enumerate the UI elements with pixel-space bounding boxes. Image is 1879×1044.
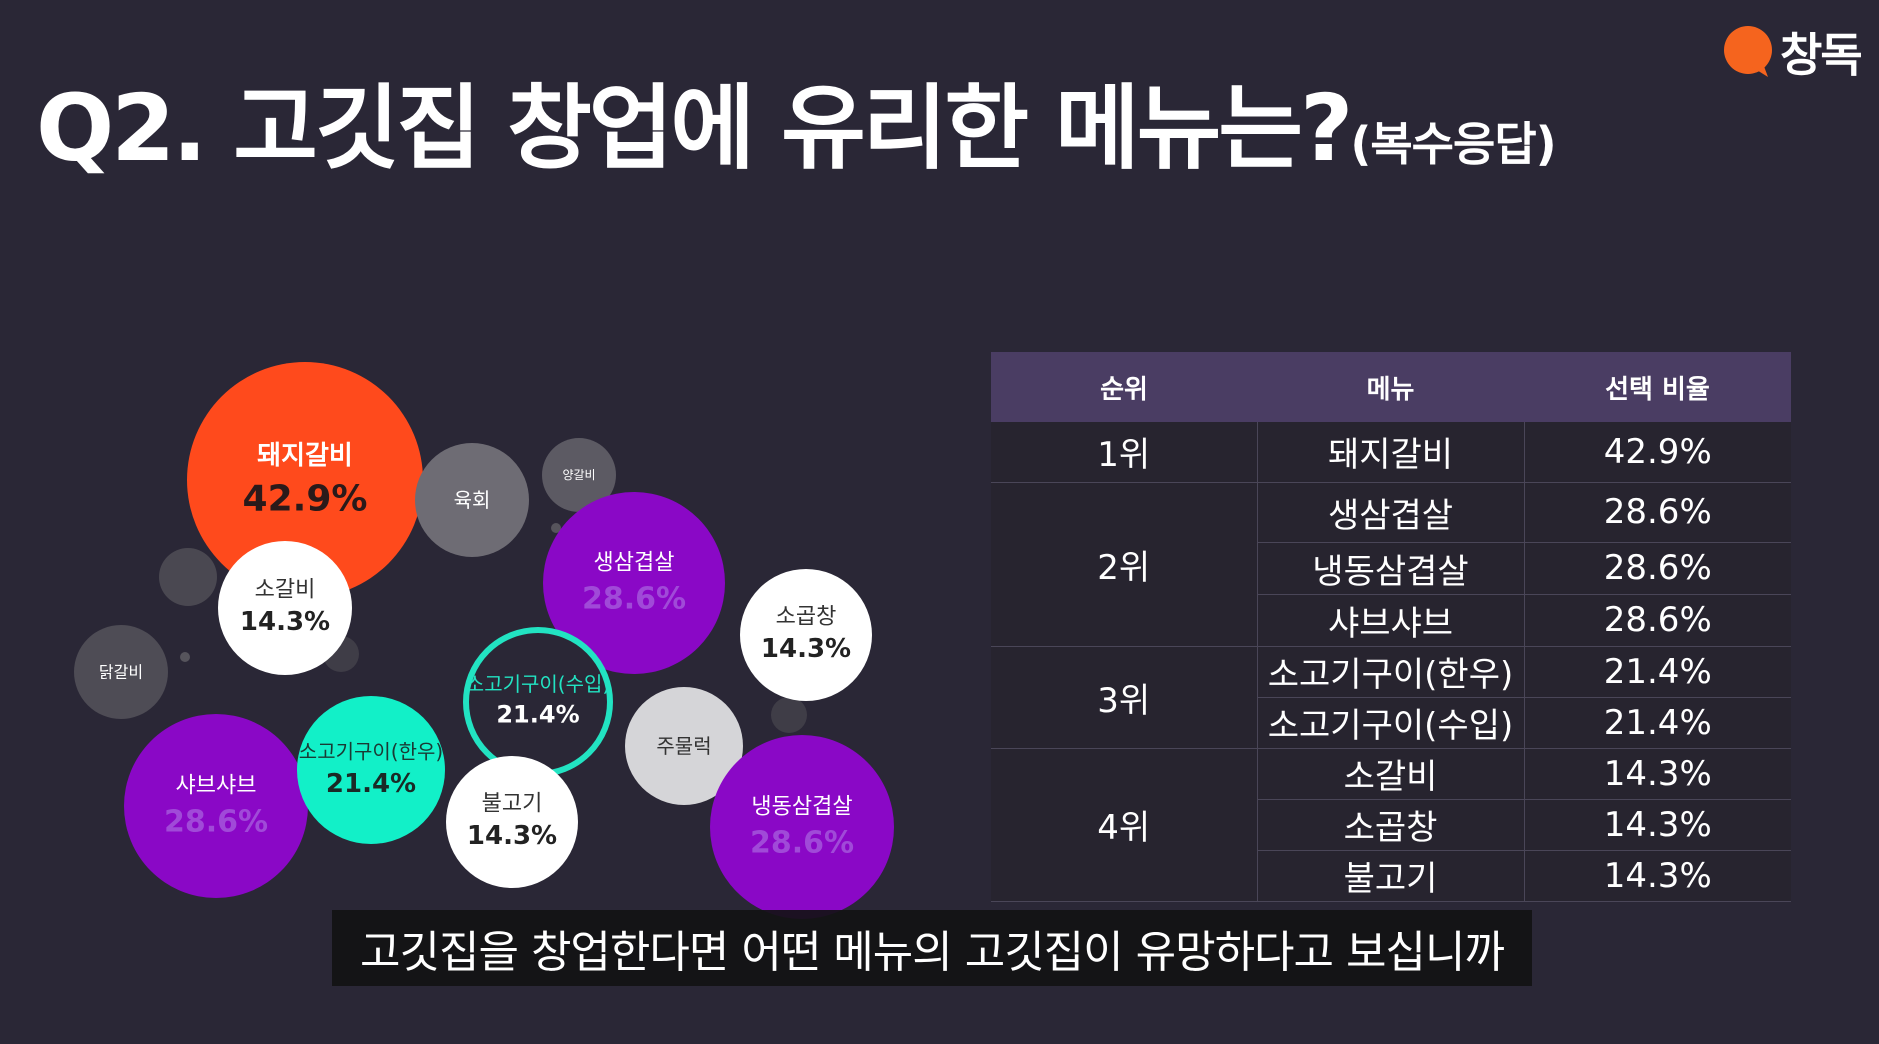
- decorative-dot: [180, 652, 190, 662]
- bubble: 주물럭: [625, 687, 743, 805]
- bubble-value: 42.9%: [243, 479, 368, 520]
- menu-cell: 돼지갈비: [1257, 422, 1525, 483]
- page-title: Q2. 고깃집 창업에 유리한 메뉴는?(복수응답): [36, 74, 1557, 199]
- menu-cell: 샤브샤브: [1257, 594, 1525, 647]
- bubble-circle: [124, 714, 308, 898]
- menu-cell: 냉동삼겹살: [1257, 542, 1525, 595]
- table-row: 불고기 14.3%: [991, 850, 1791, 902]
- bubble-value: 21.4%: [326, 769, 416, 799]
- menu-cell: 소갈비: [1257, 748, 1525, 800]
- bubble-value: 28.6%: [164, 805, 268, 840]
- ranking-table: 순위 메뉴 선택 비율 1위 돼지갈비 42.9% 2위 생삼겹살 28.6% …: [991, 352, 1791, 902]
- bubble-circle: [625, 687, 743, 805]
- bubble-value: 28.6%: [582, 582, 686, 617]
- table-row: 2위 생삼겹살 28.6%: [991, 482, 1791, 647]
- rank-cell: 4위: [991, 748, 1258, 902]
- bubble-value: 28.6%: [750, 826, 854, 861]
- title-main: Q2. 고깃집 창업에 유리한 메뉴는?: [36, 75, 1353, 182]
- table-row: 1위 돼지갈비 42.9%: [991, 422, 1791, 483]
- bubble: 닭갈비: [74, 625, 168, 719]
- bubble-value: 14.3%: [240, 607, 330, 637]
- ratio-cell: 14.3%: [1524, 799, 1791, 851]
- bubble-circle: [446, 756, 578, 888]
- table-row: 냉동삼겹살 28.6%: [991, 542, 1791, 595]
- bubble-label: 소곱창: [776, 604, 837, 629]
- bubble-circle: [740, 569, 872, 701]
- title-sub: (복수응답): [1350, 117, 1556, 171]
- ratio-cell: 21.4%: [1524, 697, 1791, 749]
- ratio-cell: 14.3%: [1524, 850, 1791, 902]
- menu-cell: 생삼겹살: [1257, 482, 1525, 543]
- decorative-dot: [159, 548, 217, 606]
- bubble: 소곱창 14.3%: [740, 569, 872, 701]
- table-row: 소곱창 14.3%: [991, 799, 1791, 851]
- bubble: 소갈비 14.3%: [218, 541, 352, 675]
- table-row: 소고기구이(수입) 21.4%: [991, 697, 1791, 749]
- menu-cell: 소고기구이(수입): [1257, 697, 1525, 749]
- bubble-label: 샤브샤브: [176, 774, 257, 799]
- ratio-cell: 42.9%: [1524, 422, 1791, 483]
- table-row: 샤브샤브 28.6%: [991, 594, 1791, 647]
- bubble: 육회: [415, 443, 529, 557]
- menu-cell: 불고기: [1257, 850, 1525, 902]
- bubble-label: 양갈비: [562, 468, 595, 482]
- bubble: 돼지갈비 42.9%: [187, 362, 423, 598]
- bubble: 양갈비: [542, 438, 616, 512]
- decorative-dot: [551, 523, 561, 533]
- bubble-label: 육회: [454, 488, 491, 512]
- bubble-label: 불고기: [482, 791, 543, 816]
- header-menu: 메뉴: [1257, 352, 1524, 422]
- bubble-circle: [218, 541, 352, 675]
- menu-cell: 소고기구이(한우): [1257, 646, 1525, 698]
- bubble-label: 소고기구이(수입): [466, 672, 610, 696]
- bubble-circle: [415, 443, 529, 557]
- bubble-circle: [542, 438, 616, 512]
- logo-text: 창독: [1780, 28, 1863, 82]
- bubble-circle: [187, 362, 423, 598]
- menu-cell: 소곱창: [1257, 799, 1525, 851]
- bubble: 불고기 14.3%: [446, 756, 578, 888]
- bubble: 소고기구이(수입) 21.4%: [463, 627, 613, 777]
- bubble-label: 주물럭: [656, 734, 711, 758]
- table-row: 4위 소갈비 14.3%: [991, 748, 1791, 902]
- rank-cell: 2위: [991, 482, 1258, 647]
- ratio-cell: 28.6%: [1524, 482, 1791, 543]
- table-header-row: 순위 메뉴 선택 비율: [991, 352, 1791, 422]
- ratio-cell: 14.3%: [1524, 748, 1791, 800]
- rank-cell: 3위: [991, 646, 1258, 749]
- bubble-value: 14.3%: [761, 634, 851, 664]
- bubble-label: 소갈비: [255, 577, 316, 602]
- bubble-circle: [710, 735, 894, 919]
- bubble: 소고기구이(한우) 21.4%: [297, 696, 445, 844]
- bubble: 샤브샤브 28.6%: [124, 714, 308, 898]
- bubble-label: 냉동삼겹살: [751, 795, 852, 820]
- bubble-value: 14.3%: [467, 821, 557, 851]
- subtitle-caption: 고깃집을 창업한다면 어떤 메뉴의 고깃집이 유망하다고 보십니까: [332, 910, 1532, 986]
- bubble-circle: [74, 625, 168, 719]
- bubble-label: 생삼겹살: [594, 551, 675, 576]
- bubble-circle: [543, 492, 725, 674]
- speech-bubble-icon: [1722, 25, 1776, 79]
- decorative-dot: [771, 697, 807, 733]
- bubble-value: 21.4%: [496, 700, 579, 728]
- bubble-circle: [297, 696, 445, 844]
- header-rank: 순위: [991, 352, 1257, 422]
- ratio-cell: 28.6%: [1524, 542, 1791, 595]
- bubble-label: 닭갈비: [99, 663, 143, 682]
- channel-logo: 창독: [1722, 22, 1863, 82]
- header-ratio: 선택 비율: [1524, 352, 1791, 422]
- rank-cell: 1위: [991, 422, 1258, 483]
- ratio-cell: 21.4%: [1524, 646, 1791, 698]
- bubble: 냉동삼겹살 28.6%: [710, 735, 894, 919]
- bubble: 생삼겹살 28.6%: [543, 492, 725, 674]
- table-row: 3위 소고기구이(한우) 21.4%: [991, 646, 1791, 749]
- bubble-label: 돼지갈비: [257, 441, 353, 471]
- ratio-cell: 28.6%: [1524, 594, 1791, 647]
- bubble-label: 소고기구이(한우): [299, 739, 443, 763]
